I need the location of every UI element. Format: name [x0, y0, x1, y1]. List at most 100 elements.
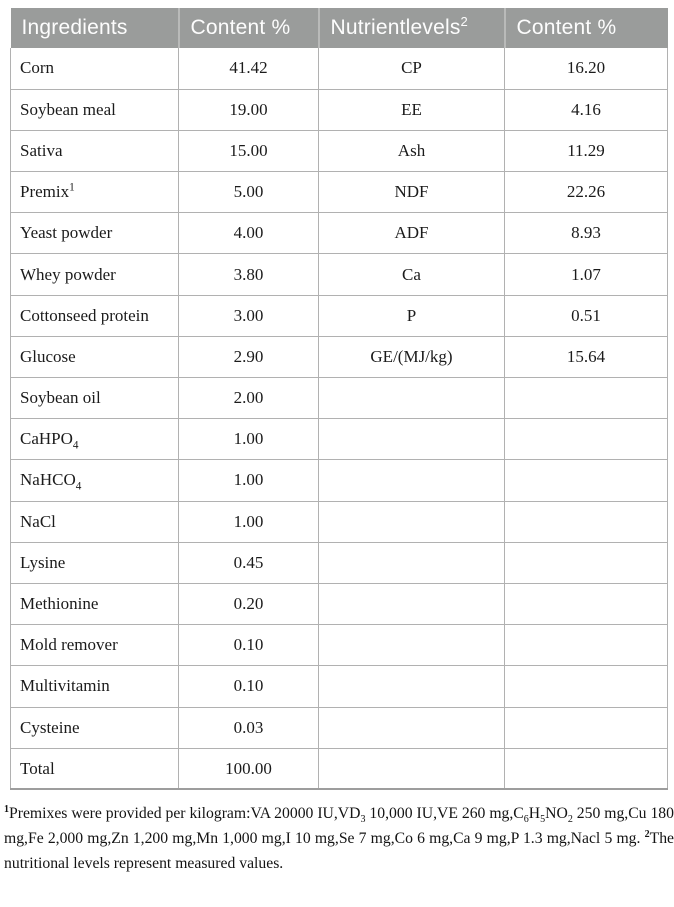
table-row: NaCl 1.00	[10, 500, 668, 543]
content-cell: 1.00	[178, 500, 319, 543]
content-cell: 4.00	[178, 212, 319, 255]
nutrient-cell: ADF	[318, 212, 505, 255]
nutrient-cell: Ash	[318, 129, 505, 173]
table-row: Premix1 5.00 NDF 22.26	[10, 171, 668, 214]
nutrient-cell	[318, 665, 505, 708]
paper-table-figure: Ingredients Content % Nutrientlevels2 Co…	[4, 8, 674, 873]
nutrient-cell: P	[318, 294, 505, 337]
nutrient-cell	[318, 706, 505, 749]
table-row: Multivitamin 0.10	[10, 665, 668, 708]
table-row: Cottonseed protein 3.00 P 0.51	[10, 294, 668, 337]
nutrient-content-cell	[504, 665, 668, 708]
nutrient-content-cell	[504, 624, 668, 667]
header-row: Ingredients Content % Nutrientlevels2 Co…	[10, 8, 668, 48]
ingredient-cell: NaHCO4	[10, 459, 179, 502]
table-row: Yeast powder 4.00 ADF 8.93	[10, 212, 668, 255]
ingredient-cell: Cottonseed protein	[10, 294, 179, 337]
table-row: Total 100.00	[10, 747, 668, 791]
table-row: NaHCO4 1.00	[10, 459, 668, 502]
content-cell: 5.00	[178, 171, 319, 214]
content-cell: 0.45	[178, 541, 319, 584]
content-cell: 2.00	[178, 376, 319, 420]
ingredient-cell: Multivitamin	[10, 665, 179, 708]
content-cell: 15.00	[178, 129, 319, 173]
table-row: Methionine 0.20	[10, 582, 668, 626]
content-cell: 0.20	[178, 582, 319, 626]
nutrient-content-cell: 15.64	[504, 335, 668, 379]
ingredient-cell: CaHPO4	[10, 418, 179, 461]
ingredient-cell: Glucose	[10, 335, 179, 379]
nutrient-cell: EE	[318, 88, 505, 131]
content-cell: 41.42	[178, 48, 319, 90]
ingredient-cell: Premix1	[10, 171, 179, 214]
nutrient-cell: NDF	[318, 171, 505, 214]
table-row: Sativa 15.00 Ash 11.29	[10, 129, 668, 173]
ingredient-cell: Soybean meal	[10, 88, 179, 131]
column-header-content-pct: Content %	[177, 8, 319, 48]
content-cell: 0.10	[178, 624, 319, 667]
footnote: 1Premixes were provided per kilogram:VA …	[4, 804, 674, 873]
nutrient-cell	[318, 459, 505, 502]
nutrient-cell: Ca	[318, 253, 505, 296]
content-cell: 3.80	[178, 253, 319, 296]
content-cell: 100.00	[178, 747, 319, 791]
column-header-nutrient-levels: Nutrientlevels2	[317, 8, 505, 48]
ingredient-cell: Cysteine	[10, 706, 179, 749]
ingredient-cell: Sativa	[10, 129, 179, 173]
nutrient-content-cell: 16.20	[504, 48, 668, 90]
nutrient-content-cell	[504, 459, 668, 502]
ingredient-cell: Lysine	[10, 541, 179, 584]
content-cell: 2.90	[178, 335, 319, 379]
nutrient-content-cell: 0.51	[504, 294, 668, 337]
ingredient-cell: NaCl	[10, 500, 179, 543]
nutrient-content-cell	[504, 418, 668, 461]
ingredient-cell: Soybean oil	[10, 376, 179, 420]
nutrient-cell	[318, 376, 505, 420]
nutrient-content-cell	[504, 582, 668, 626]
table-row: Whey powder 3.80 Ca 1.07	[10, 253, 668, 296]
ingredient-cell: Total	[10, 747, 179, 791]
nutrient-cell: GE/(MJ/kg)	[318, 335, 505, 379]
column-header-ingredients: Ingredients	[10, 8, 179, 48]
table-row: CaHPO4 1.00	[10, 418, 668, 461]
nutrient-content-cell: 8.93	[504, 212, 668, 255]
content-cell: 0.03	[178, 706, 319, 749]
nutrient-cell	[318, 500, 505, 543]
nutrient-cell	[318, 418, 505, 461]
table-row: Corn 41.42 CP 16.20	[10, 48, 668, 90]
table-row: Soybean meal 19.00 EE 4.16	[10, 88, 668, 131]
nutrient-cell: CP	[318, 48, 505, 90]
nutrient-content-cell	[504, 706, 668, 749]
column-header-nutrient-content: Content %	[503, 8, 668, 48]
nutrient-content-cell: 22.26	[504, 171, 668, 214]
table-row: Mold remover 0.10	[10, 624, 668, 667]
nutrient-cell	[318, 747, 505, 791]
table-row: Lysine 0.45	[10, 541, 668, 584]
nutrient-content-cell: 11.29	[504, 129, 668, 173]
nutrient-content-cell	[504, 747, 668, 791]
ingredient-cell: Whey powder	[10, 253, 179, 296]
nutrient-cell	[318, 582, 505, 626]
nutrient-content-cell: 4.16	[504, 88, 668, 131]
ingredients-nutrients-table: Ingredients Content % Nutrientlevels2 Co…	[10, 8, 668, 791]
content-cell: 0.10	[178, 665, 319, 708]
table-header: Ingredients Content % Nutrientlevels2 Co…	[10, 8, 668, 48]
ingredient-cell: Yeast powder	[10, 212, 179, 255]
nutrient-cell	[318, 624, 505, 667]
nutrient-content-cell: 1.07	[504, 253, 668, 296]
nutrient-content-cell	[504, 500, 668, 543]
ingredient-cell: Corn	[10, 48, 179, 90]
nutrient-content-cell	[504, 376, 668, 420]
content-cell: 1.00	[178, 459, 319, 502]
content-cell: 19.00	[178, 88, 319, 131]
ingredient-cell: Mold remover	[10, 624, 179, 667]
nutrient-cell	[318, 541, 505, 584]
table-body: Corn 41.42 CP 16.20 Soybean meal 19.00 EE 4.16 S…	[10, 48, 668, 791]
nutrient-content-cell	[504, 541, 668, 584]
table-row: Cysteine 0.03	[10, 706, 668, 749]
table-row: Soybean oil 2.00	[10, 376, 668, 420]
ingredient-cell: Methionine	[10, 582, 179, 626]
content-cell: 1.00	[178, 418, 319, 461]
content-cell: 3.00	[178, 294, 319, 337]
table-row: Glucose 2.90 GE/(MJ/kg) 15.64	[10, 335, 668, 379]
